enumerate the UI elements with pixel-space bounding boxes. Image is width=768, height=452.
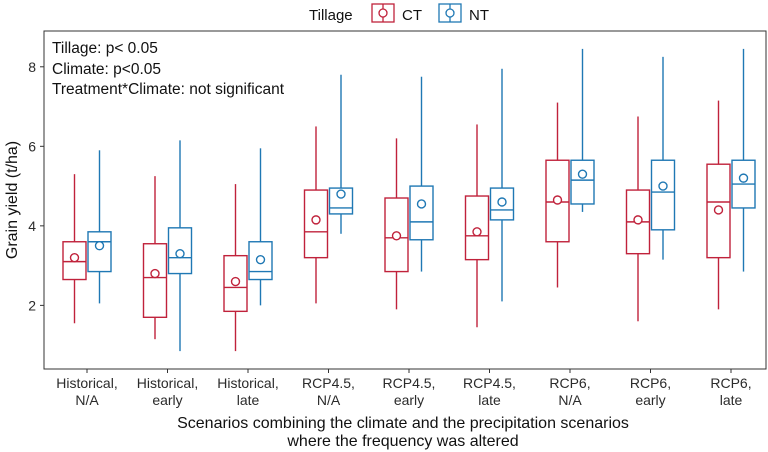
box-nt xyxy=(650,56,676,260)
x-tick-label-line-1: RCP4.5, xyxy=(302,375,355,391)
box-nt xyxy=(248,148,273,306)
box-ct xyxy=(62,174,87,324)
x-tick-label-line-2: N/A xyxy=(75,392,99,408)
legend-key-nt-mean xyxy=(445,8,455,18)
box-nt xyxy=(87,150,112,304)
x-tick-label-line-2: early xyxy=(394,392,424,408)
box-nt xyxy=(328,74,354,234)
x-tick-label-line-2: N/A xyxy=(558,392,582,408)
box-ct xyxy=(223,184,248,352)
mean-marker-ct xyxy=(552,195,563,205)
mean-marker-ct xyxy=(472,227,482,237)
box-ct xyxy=(706,100,731,310)
legend-label-ct: CT xyxy=(402,7,422,24)
box-nt xyxy=(489,68,515,302)
box-ct xyxy=(303,126,329,304)
mean-marker-nt xyxy=(255,254,266,265)
series-layer xyxy=(62,48,756,352)
annotation-climate: Climate: p<0.05 xyxy=(52,61,161,78)
mean-marker-ct xyxy=(713,205,724,215)
y-axis: 2 4 6 8 xyxy=(28,59,44,313)
y-axis-title: Grain yield (t/ha) xyxy=(4,141,21,259)
legend-key-nt xyxy=(438,3,462,23)
box-nt xyxy=(167,140,193,352)
legend-key-ct xyxy=(371,3,395,23)
mean-marker-ct xyxy=(230,276,241,287)
mean-marker-nt xyxy=(336,189,346,199)
mean-marker-ct xyxy=(69,252,80,263)
x-tick-label-line-1: RCP6, xyxy=(549,375,590,391)
x-tick-label-line-1: RCP6, xyxy=(710,375,751,391)
box-ct xyxy=(625,116,651,322)
legend: Tillage CT NT xyxy=(309,3,489,24)
x-tick-label-line-2: N/A xyxy=(317,392,341,408)
box-ct xyxy=(464,124,490,328)
x-tick-label-line-2: early xyxy=(152,392,182,408)
x-tick-label-line-2: late xyxy=(478,392,501,408)
x-tick-label-line-1: Historical, xyxy=(56,375,117,391)
x-axis-title-line-2: where the frequency was altered xyxy=(286,433,518,450)
y-tick-label: 2 xyxy=(28,297,36,313)
iqr-box-nt xyxy=(570,159,595,205)
box-ct xyxy=(545,102,570,288)
mean-marker-nt xyxy=(175,248,185,259)
x-axis-title-line-1: Scenarios combining the climate and the … xyxy=(177,415,629,432)
legend-title: Tillage xyxy=(309,7,353,24)
mean-marker-ct xyxy=(391,231,402,241)
legend-label-nt: NT xyxy=(469,7,489,24)
mean-marker-nt xyxy=(94,241,105,251)
x-tick-label-line-1: RCP6, xyxy=(630,375,671,391)
x-tick-label-line-2: early xyxy=(635,392,665,408)
mean-marker-ct xyxy=(150,268,160,279)
x-tick-label-line-2: late xyxy=(237,392,260,408)
mean-marker-ct xyxy=(633,215,643,225)
x-tick-label-line-1: Historical, xyxy=(137,375,198,391)
iqr-box-nt xyxy=(87,231,112,273)
mean-marker-nt xyxy=(416,199,427,209)
x-tick-label-line-2: late xyxy=(720,392,743,408)
mean-marker-nt xyxy=(577,169,588,179)
box-ct xyxy=(384,138,409,310)
x-tick-label-line-1: Historical, xyxy=(217,375,278,391)
iqr-box-ct xyxy=(142,243,168,319)
box-nt xyxy=(570,48,595,212)
x-tick-label-line-1: RCP4.5, xyxy=(463,375,516,391)
x-tick-label-line-1: RCP4.5, xyxy=(383,375,436,391)
iqr-box-nt xyxy=(650,159,676,231)
box-nt xyxy=(731,48,756,272)
iqr-box-nt xyxy=(409,185,434,241)
y-tick-label: 4 xyxy=(28,218,36,234)
annotation-interaction: Treatment*Climate: not significant xyxy=(52,81,285,98)
mean-marker-nt xyxy=(497,197,507,207)
y-tick-label: 6 xyxy=(28,138,36,154)
annotation-tillage: Tillage: p< 0.05 xyxy=(52,40,158,57)
y-tick-label: 8 xyxy=(28,59,36,75)
legend-key-ct-mean xyxy=(378,8,388,18)
box-nt xyxy=(409,76,434,272)
mean-marker-nt xyxy=(738,173,749,183)
mean-marker-ct xyxy=(311,215,321,225)
x-axis: Historical,N/AHistorical,earlyHistorical… xyxy=(56,369,752,408)
mean-marker-nt xyxy=(658,181,668,191)
box-ct xyxy=(142,176,168,340)
